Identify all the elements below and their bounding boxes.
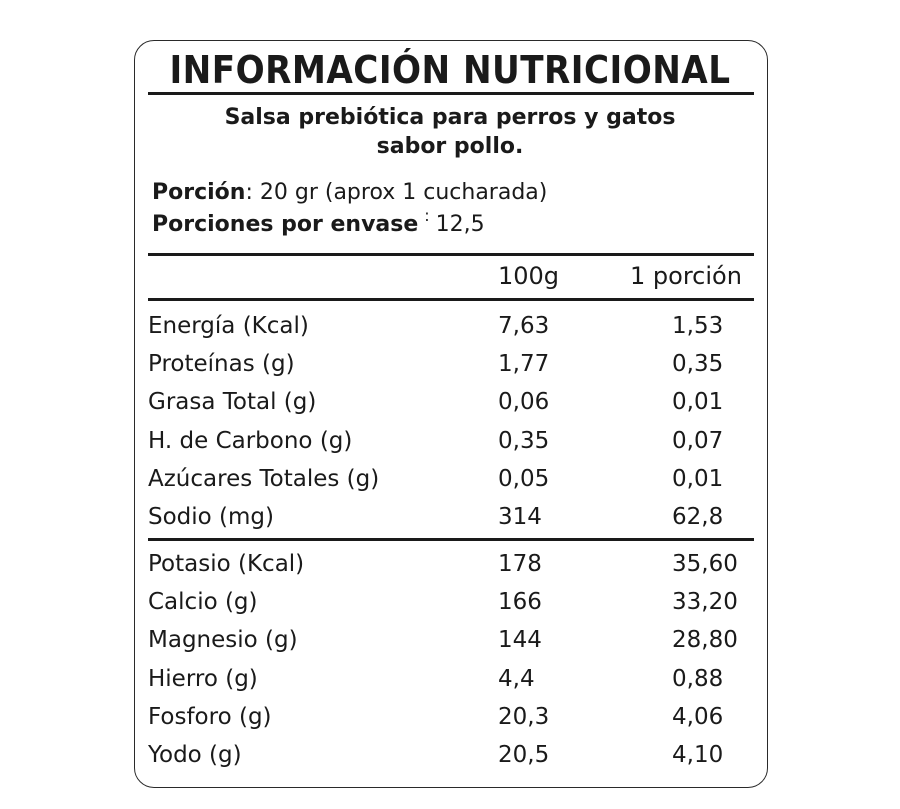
nutrient-name: Azúcares Totales (g) (148, 465, 380, 492)
portions-per-pack-label: Porciones por envase (152, 212, 419, 237)
nutrition-panel (134, 40, 768, 788)
nutrient-row: Potasio (Kcal) 178 35,60 (0, 545, 900, 583)
value-per-100g: 4,4 (498, 665, 535, 692)
nutrient-row: Hierro (g) 4,4 0,88 (0, 660, 900, 698)
value-per-portion: 0,07 (672, 427, 724, 454)
label-title: INFORMACIÓN NUTRICIONAL (169, 48, 731, 92)
value-per-100g: 20,3 (498, 703, 550, 730)
value-per-100g: 0,06 (498, 389, 550, 416)
value-per-portion: 33,20 (672, 589, 738, 616)
portion-size: Porción: 20 gr (aprox 1 cucharada) (152, 178, 547, 208)
portions-per-pack: Porciones por envase:12,5 (152, 206, 485, 241)
nutrient-name: Potasio (Kcal) (148, 551, 305, 577)
value-per-100g: 166 (498, 589, 542, 616)
product-name-line-2: sabor pollo. (376, 134, 524, 159)
portion-value: 20 gr (aprox 1 cucharada) (259, 180, 548, 205)
nutrient-row: Proteínas (g) 1,77 0,35 (0, 345, 900, 383)
nutrient-name: Yodo (g) (148, 742, 242, 768)
nutrient-row: Calcio (g) 166 33,20 (0, 583, 900, 621)
nutrient-name: Hierro (g) (148, 665, 258, 692)
nutrient-row: Grasa Total (g) 0,06 0,01 (0, 383, 900, 421)
value-per-portion: 28,80 (672, 627, 738, 654)
value-per-portion: 4,06 (672, 703, 724, 730)
group-divider (148, 538, 754, 541)
portion-label: Porción (152, 180, 246, 205)
nutrient-name: Fosforo (g) (148, 703, 272, 730)
value-per-100g: 178 (498, 551, 542, 577)
nutrient-row: Magnesio (g) 144 28,80 (0, 621, 900, 659)
value-per-100g: 1,77 (498, 351, 550, 378)
value-per-portion: 0,35 (672, 351, 724, 378)
title-divider (148, 92, 754, 95)
nutrient-row: H. de Carbono (g) 0,35 0,07 (0, 422, 900, 460)
column-header-portion: 1 porción (630, 262, 742, 290)
nutrient-name: Magnesio (g) (148, 627, 298, 654)
value-per-100g: 314 (498, 504, 542, 530)
value-per-100g: 0,35 (498, 427, 550, 454)
value-per-portion: 35,60 (672, 551, 738, 577)
nutrient-row: Energía (Kcal) 7,63 1,53 (0, 307, 900, 345)
value-per-100g: 20,5 (498, 742, 550, 768)
nutrient-name: Sodio (mg) (148, 504, 274, 530)
nutrient-name: Grasa Total (g) (148, 389, 317, 416)
nutrient-name: Proteínas (g) (148, 351, 295, 378)
column-header-divider (148, 298, 754, 301)
column-header-100g: 100g (498, 262, 560, 290)
portions-per-pack-separator: : (424, 206, 430, 225)
value-per-100g: 7,63 (498, 313, 550, 339)
value-per-portion: 0,88 (672, 665, 724, 692)
portion-separator: : (245, 180, 253, 205)
value-per-portion: 62,8 (672, 504, 724, 530)
nutrient-name: H. de Carbono (g) (148, 427, 353, 454)
value-per-portion: 4,10 (672, 742, 724, 768)
value-per-portion: 0,01 (672, 389, 724, 416)
product-name-line-1: Salsa prebiótica para perros y gatos (224, 105, 676, 130)
nutrient-row: Sodio (mg) 314 62,8 (0, 498, 900, 536)
nutrient-row: Fosforo (g) 20,3 4,06 (0, 698, 900, 736)
nutrient-name: Energía (Kcal) (148, 313, 309, 339)
value-per-portion: 1,53 (672, 313, 724, 339)
nutrient-row: Yodo (g) 20,5 4,10 (0, 736, 900, 774)
nutrient-row: Azúcares Totales (g) 0,05 0,01 (0, 460, 900, 498)
portions-per-pack-value: 12,5 (435, 212, 485, 237)
header-divider (148, 253, 754, 256)
value-per-portion: 0,01 (672, 465, 724, 492)
value-per-100g: 144 (498, 627, 542, 654)
value-per-100g: 0,05 (498, 465, 550, 492)
nutrient-name: Calcio (g) (148, 589, 258, 616)
